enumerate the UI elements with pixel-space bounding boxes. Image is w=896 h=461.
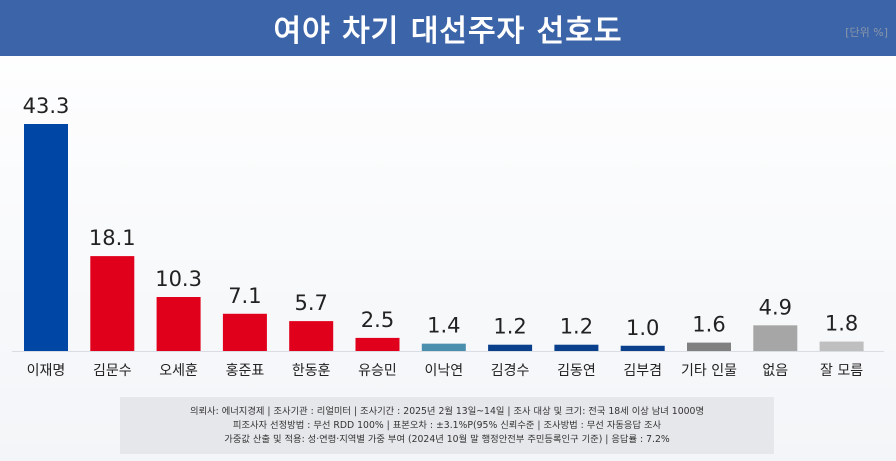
category-label: 한동훈 [292,363,331,379]
data-label: 4.9 [759,295,792,319]
survey-footnote: 의뢰사: 에너지경제 | 조사기관 : 리얼미터 | 조사기간 : 2025년 … [120,397,774,454]
category-label: 없음 [762,363,788,379]
chart-header: 여야 차기 대선주자 선호도 [0,0,896,56]
footnote-line-1: 의뢰사: 에너지경제 | 조사기관 : 리얼미터 | 조사기간 : 2025년 … [189,405,705,417]
data-label: 7.1 [228,284,261,308]
bar [90,256,135,351]
data-label: 43.3 [23,94,70,118]
category-label: 이재명 [27,363,66,379]
data-label: 1.8 [825,312,858,336]
category-label: 이낙연 [424,363,463,379]
data-label: 5.7 [294,291,327,315]
data-label: 2.5 [361,308,394,332]
bar [222,313,267,351]
category-label: 김부겸 [623,363,662,379]
bar [355,337,400,351]
bar [156,297,201,351]
data-label: 1.4 [427,314,460,338]
category-label: 김동연 [557,363,596,379]
data-label: 1.2 [493,315,526,339]
category-label: 오세훈 [159,363,198,379]
category-label: 김경수 [491,363,530,379]
category-label: 유승민 [358,363,397,379]
data-label: 1.6 [692,313,725,337]
bar [289,321,334,351]
footnote-line-3: 가중값 산출 및 적용: 성·연령·지역별 가중 부여 (2024년 10월 말… [224,433,670,445]
bar [687,342,731,351]
bar [488,344,533,351]
bar [819,341,864,351]
bar [753,325,798,351]
data-label: 18.1 [89,226,136,250]
unit-label: [단위 %] [845,26,888,39]
category-label: 잘 모름 [820,363,863,379]
category-label: 김문수 [93,363,132,379]
bar [421,343,466,351]
data-label: 10.3 [155,267,202,291]
footnote-line-2: 피조사자 선정방법 : 무선 RDD 100% | 표본오차 : ±3.1%P(… [232,419,662,431]
bar [24,124,68,351]
bar [620,345,665,351]
bar [554,344,599,351]
category-label: 홍준표 [226,363,265,379]
data-label: 1.0 [626,316,659,340]
chart-title: 여야 차기 대선주자 선호도 [273,14,623,49]
bar-chart: 43.3 이재명 18.1 김문수 10.3 오세훈 7.1 홍준표 5.7 한동훈 2.5 유승민 1… [12,94,884,379]
data-label: 1.2 [560,315,593,339]
category-label: 기타 인물 [681,363,737,379]
